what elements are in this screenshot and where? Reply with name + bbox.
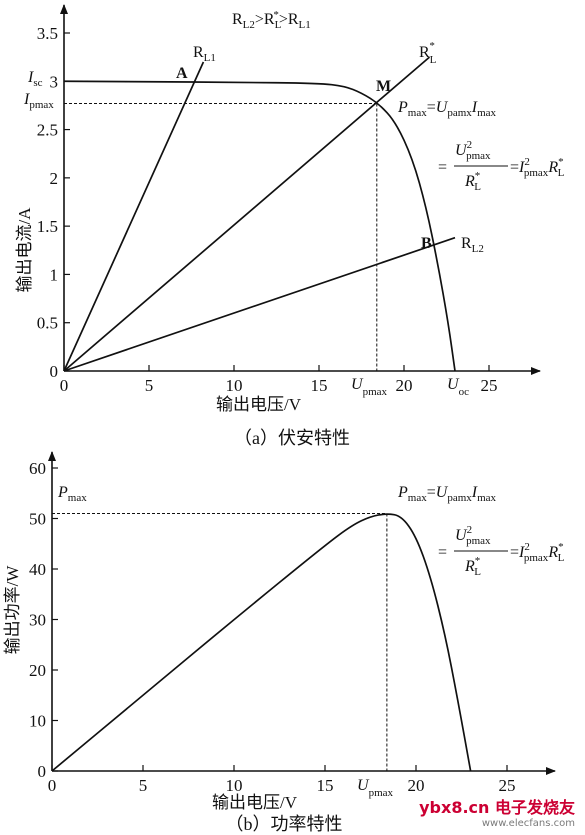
pv-x-label: 输出电压/V (212, 793, 298, 812)
pv-y-label: 输出功率/W (3, 565, 22, 655)
iv-x-label: 输出电压/V (216, 395, 302, 414)
rl2-line-label: RL2 (461, 235, 484, 255)
pv-x-tick-label: 5 (139, 776, 148, 795)
iv-y-ticks: 0 0.5 1 1.5 2 2.5 3 3.5 (37, 24, 70, 381)
point-a-label: A (176, 65, 188, 82)
iv-guides (64, 102, 378, 371)
pv-y-tick-label: 50 (29, 510, 46, 529)
point-b-label: B (421, 235, 432, 252)
pv-y-tick-label: 20 (29, 661, 46, 680)
iv-x-tick-label: 0 (60, 376, 69, 395)
svg-text:R*L: R* L (464, 170, 481, 193)
iv-caption: （a）伏安特性 (234, 428, 350, 448)
iv-y-tick-label: 1 (50, 265, 59, 284)
pv-y-tick-label: 30 (29, 611, 46, 630)
iv-y-tick-label: 0 (50, 362, 59, 381)
svg-text:=: = (438, 159, 447, 176)
pv-y-tick-label: 60 (29, 459, 46, 478)
svg-text:=: = (438, 544, 447, 561)
point-m-label: M (376, 78, 391, 95)
svg-text:R*L: R* L (464, 555, 481, 578)
pv-y-tick-label: 0 (38, 762, 47, 781)
iv-y-tick-label: 1.5 (37, 217, 58, 236)
pv-guides (52, 512, 388, 771)
pmax-label: Pmax (57, 484, 87, 504)
iv-y-tick-label: 2.5 (37, 121, 58, 140)
iv-series-rl1 (63, 61, 205, 372)
ipmax-label: Ipmax (23, 91, 54, 111)
iv-x-ticks: 0 5 10 15 20 25 (60, 365, 498, 395)
iv-series-i-v (63, 80, 456, 372)
pv-y-ticks: 0 10 20 30 40 50 60 (29, 459, 58, 781)
watermark: ybx8.cn 电子发烧友 www.elecfans.com (419, 798, 575, 829)
isc-label: Isc (27, 69, 43, 89)
upmax-label: Upmax (351, 376, 388, 398)
svg-text:Pmax=UpamxImax: Pmax=UpamxImax (397, 99, 497, 119)
pv-x-tick-label: 10 (226, 776, 243, 795)
pv-x-tick-label: 20 (408, 776, 425, 795)
iv-x-tick-label: 15 (311, 376, 328, 395)
iv-x-tick-label: 20 (396, 376, 413, 395)
pv-series (51, 513, 472, 772)
iv-y-label: 输出电流/A (15, 207, 34, 293)
uoc-label: Uoc (447, 376, 469, 398)
iv-y-tick-label: 2 (50, 169, 59, 188)
pv-caption: （b）功率特性 (226, 814, 343, 834)
iv-y-tick-label: 3.5 (37, 24, 58, 43)
pv-x-tick-label: 25 (499, 776, 516, 795)
pv-x-tick-label: 15 (317, 776, 334, 795)
pv-y-tick-label: 10 (29, 712, 46, 731)
iv-x-tick-label: 25 (481, 376, 498, 395)
pv-x-ticks: 0 5 10 15 20 25 (48, 765, 516, 795)
pv-x-tick-label: 0 (48, 776, 57, 795)
pv-upmax-label: Upmax (357, 777, 394, 799)
iv-x-tick-label: 5 (145, 376, 154, 395)
pv-series-p-v (51, 513, 472, 772)
iv-series (63, 56, 456, 372)
iv-series-rl- (63, 56, 431, 372)
iv-x-tick-label: 10 (226, 376, 243, 395)
iv-series-rl2 (63, 236, 456, 372)
rl1-line-label: RL1 (193, 44, 216, 64)
rl-star-line-label: RL* (419, 40, 437, 66)
iv-chart: 0 5 10 15 20 25 0 0.5 1 1.5 2 2.5 3 3.5 输出电压/V 输出电流/… (15, 4, 565, 448)
pv-y-tick-label: 40 (29, 560, 46, 579)
iv-formula: Pmax=UpamxImax = U2 pmax R* L =I2 pmaxR* L (397, 99, 565, 193)
resistance-relation: RL2>RL*>RL1 (232, 9, 311, 31)
iv-y-tick-label: 0.5 (37, 314, 58, 333)
svg-text:Pmax=UpamxImax: Pmax=UpamxImax (397, 484, 497, 504)
iv-y-tick-label: 3 (50, 72, 59, 91)
pv-formula: Pmax=UpamxImax = U2 pmax R* L =I2 pmaxR* L (397, 484, 565, 578)
pv-chart: 0 5 10 15 20 25 0 10 20 30 40 50 60 输出电压/V 输出功率/W （… (3, 451, 565, 834)
